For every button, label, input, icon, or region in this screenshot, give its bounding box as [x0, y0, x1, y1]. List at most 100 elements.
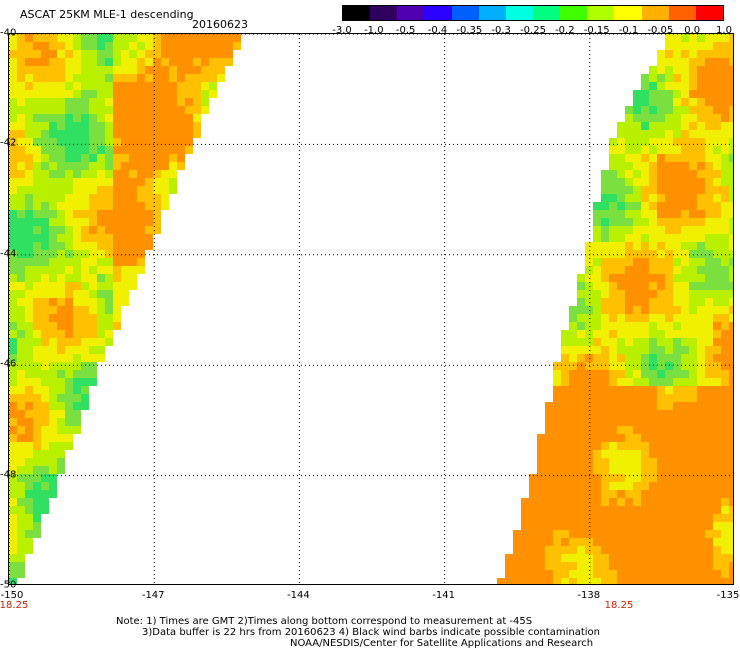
right-swath-cell [713, 130, 721, 138]
right-swath-cell [601, 234, 609, 242]
left-swath-cell [153, 114, 161, 122]
right-swath-cell [625, 578, 633, 584]
right-swath-cell [729, 154, 733, 162]
right-swath-cell [657, 370, 665, 378]
left-swath-cell [9, 210, 17, 218]
left-swath-cell [153, 82, 161, 90]
right-swath-cell [625, 162, 633, 170]
left-swath-cell [33, 338, 41, 346]
left-swath-cell [57, 42, 65, 50]
right-swath-cell [689, 202, 697, 210]
right-swath-cell [673, 170, 681, 178]
right-swath-cell [705, 42, 713, 50]
left-swath-cell [169, 42, 177, 50]
left-swath-cell [17, 426, 25, 434]
left-swath-cell [153, 122, 161, 130]
left-swath-cell [153, 146, 161, 154]
left-swath-cell [129, 42, 137, 50]
left-swath-cell [41, 346, 49, 354]
right-swath-cell [625, 106, 633, 114]
right-swath-cell [601, 258, 609, 266]
left-swath-cell [57, 130, 65, 138]
left-swath-cell [25, 354, 33, 362]
right-swath-cell [617, 482, 625, 490]
right-swath-cell [633, 378, 641, 386]
right-swath-cell [609, 498, 617, 506]
right-swath-cell [689, 58, 697, 66]
right-swath-cell [657, 538, 665, 546]
right-swath-cell [673, 234, 681, 242]
left-swath-cell [41, 506, 49, 514]
right-swath-cell [577, 578, 585, 584]
right-swath-cell [665, 130, 673, 138]
left-swath-cell [25, 370, 33, 378]
right-swath-cell [577, 434, 585, 442]
left-swath-cell [49, 130, 57, 138]
left-swath-cell [17, 370, 25, 378]
left-swath-cell [97, 186, 105, 194]
right-swath-cell [609, 522, 617, 530]
left-swath-cell [169, 170, 177, 178]
right-swath-cell [609, 258, 617, 266]
right-swath-cell [593, 250, 601, 258]
left-swath-cell [73, 290, 81, 298]
right-swath-cell [569, 498, 577, 506]
left-swath-cell [73, 330, 81, 338]
left-swath-cell [81, 82, 89, 90]
left-swath-cell [9, 226, 17, 234]
left-swath-cell [161, 50, 169, 58]
right-swath-cell [713, 354, 721, 362]
right-swath-cell [601, 506, 609, 514]
left-swath-cell [25, 250, 33, 258]
right-swath-cell [617, 162, 625, 170]
left-swath-cell [153, 194, 161, 202]
left-swath-cell [177, 162, 185, 170]
left-swath-cell [65, 242, 73, 250]
right-swath-cell [689, 122, 697, 130]
left-swath-cell [89, 42, 97, 50]
right-swath-cell [617, 370, 625, 378]
right-swath-cell [705, 186, 713, 194]
right-swath-cell [705, 218, 713, 226]
right-swath-cell [577, 490, 585, 498]
left-swath-cell [9, 338, 17, 346]
left-swath-cell [73, 202, 81, 210]
left-swath-cell [177, 154, 185, 162]
right-swath-cell [705, 98, 713, 106]
left-swath-cell [9, 474, 17, 482]
right-swath-cell [625, 514, 633, 522]
right-swath-cell [681, 34, 689, 42]
left-swath-cell [129, 146, 137, 154]
right-swath-cell [601, 346, 609, 354]
right-swath-cell [633, 370, 641, 378]
right-swath-cell [697, 378, 705, 386]
latitude-label: -46 [0, 358, 17, 370]
right-swath-cell [721, 122, 729, 130]
right-swath-cell [617, 522, 625, 530]
right-swath-cell [569, 578, 577, 584]
right-swath-cell [625, 338, 633, 346]
left-swath-cell [73, 250, 81, 258]
right-swath-cell [641, 122, 649, 130]
left-swath-cell [9, 258, 17, 266]
right-swath-cell [713, 82, 721, 90]
left-swath-cell [185, 114, 193, 122]
left-swath-cell [81, 378, 89, 386]
left-swath-cell [97, 122, 105, 130]
right-swath-cell [593, 226, 601, 234]
left-swath-cell [137, 90, 145, 98]
left-swath-cell [121, 82, 129, 90]
right-swath-cell [721, 442, 729, 450]
right-swath-cell [569, 418, 577, 426]
left-swath-cell [185, 66, 193, 74]
right-swath-cell [705, 402, 713, 410]
left-swath-cell [105, 138, 113, 146]
left-swath-cell [185, 106, 193, 114]
right-swath-cell [633, 538, 641, 546]
right-swath-cell [665, 378, 673, 386]
left-swath-cell [17, 154, 25, 162]
right-swath-cell [569, 458, 577, 466]
left-swath-cell [73, 210, 81, 218]
left-swath-cell [41, 138, 49, 146]
left-swath-cell [41, 202, 49, 210]
